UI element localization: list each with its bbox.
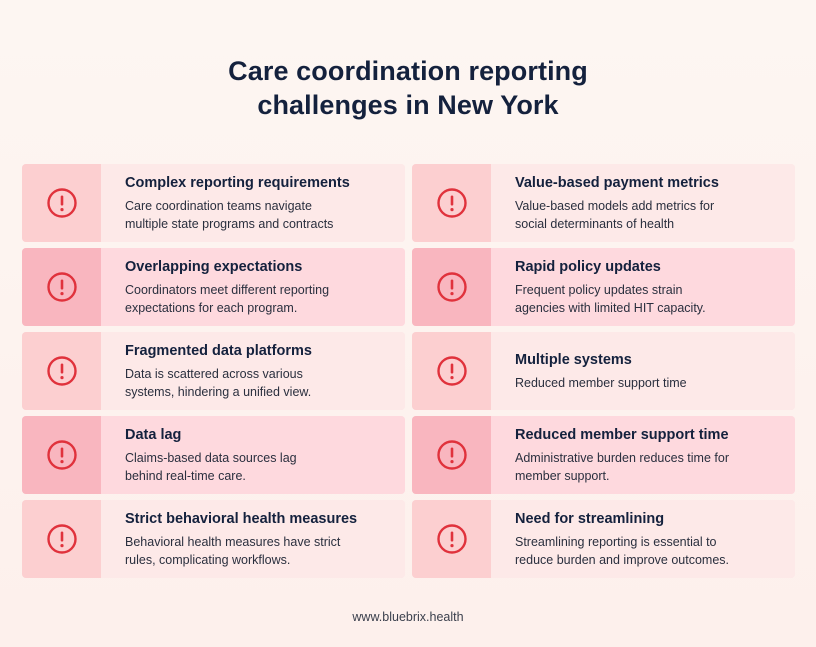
icon-panel — [22, 248, 101, 326]
card-description: Frequent policy updates strain agencies w… — [515, 281, 783, 317]
card-description: Coordinators meet different reporting exp… — [125, 281, 393, 317]
card-description-line: Claims-based data sources lag — [125, 450, 297, 465]
card-title: Rapid policy updates — [515, 258, 661, 275]
card-text: Reduced member support time Administrativ… — [491, 416, 795, 494]
challenge-card: Need for streamlining Streamlining report… — [412, 500, 795, 578]
icon-panel — [412, 248, 491, 326]
card-title: Overlapping expectations — [125, 258, 303, 275]
icon-panel — [412, 416, 491, 494]
challenge-card: Overlapping expectations Coordinators mee… — [22, 248, 405, 326]
alert-circle-icon — [436, 188, 467, 218]
title-line-1: Care coordination reporting — [228, 56, 588, 86]
card-description-line: systems, hindering a unified view. — [125, 384, 312, 399]
card-description-line: Care coordination teams navigate — [125, 198, 312, 213]
card-description-line: Frequent policy updates strain — [515, 282, 683, 297]
icon-panel — [412, 332, 491, 410]
card-text: Strict behavioral health measures Behavio… — [101, 500, 405, 578]
challenge-card: Value-based payment metrics Value-based m… — [412, 164, 795, 242]
card-title: Multiple systems — [515, 351, 632, 368]
card-description-line: multiple state programs and contracts — [125, 216, 334, 231]
challenges-grid: Complex reporting requirements Care coord… — [22, 164, 795, 578]
card-description: Administrative burden reduces time for me… — [515, 449, 783, 485]
card-title: Complex reporting requirements — [125, 174, 350, 191]
card-description: Behavioral health measures have strict ru… — [125, 533, 393, 569]
card-description-line: Streamlining reporting is essential to — [515, 534, 717, 549]
card-title: Strict behavioral health measures — [125, 510, 358, 527]
card-text: Overlapping expectations Coordinators mee… — [101, 248, 405, 326]
icon-panel — [22, 164, 101, 242]
card-text: Data lag Claims-based data sources lag beh… — [101, 416, 405, 494]
icon-panel — [22, 332, 101, 410]
card-description-line: member support. — [515, 468, 610, 483]
icon-panel — [22, 500, 101, 578]
alert-circle-icon — [46, 272, 77, 302]
alert-circle-icon — [46, 440, 77, 470]
card-text: Fragmented data platforms Data is scatter… — [101, 332, 405, 410]
card-description-line: Coordinators meet different reporting — [125, 282, 330, 297]
card-description-line: social determinants of health — [515, 216, 675, 231]
card-text: Multiple systems Reduced member support t… — [491, 332, 795, 410]
challenge-card: Fragmented data platforms Data is scatter… — [22, 332, 405, 410]
card-description-line: Data is scattered across various — [125, 366, 303, 381]
challenge-card: Reduced member support time Administrativ… — [412, 416, 795, 494]
card-description: Claims-based data sources lag behind real… — [125, 449, 393, 485]
alert-circle-icon — [436, 524, 467, 554]
card-description: Care coordination teams navigate multiple… — [125, 197, 393, 233]
card-title: Fragmented data platforms — [125, 342, 312, 359]
alert-circle-icon — [436, 272, 467, 302]
card-title: Value-based payment metrics — [515, 174, 719, 191]
card-description: Streamlining reporting is essential to re… — [515, 533, 783, 569]
challenge-card: Complex reporting requirements Care coord… — [22, 164, 405, 242]
card-text: Value-based payment metrics Value-based m… — [491, 164, 795, 242]
title-line-2: challenges in New York — [257, 90, 559, 120]
card-description-line: reduce burden and improve outcomes. — [515, 552, 730, 567]
card-text: Rapid policy updates Frequent policy upda… — [491, 248, 795, 326]
icon-panel — [22, 416, 101, 494]
card-description-line: Administrative burden reduces time for — [515, 450, 729, 465]
card-description: Data is scattered across various systems,… — [125, 365, 393, 401]
challenge-card: Strict behavioral health measures Behavio… — [22, 500, 405, 578]
card-description-line: Reduced member support time — [515, 375, 687, 390]
card-description-line: behind real-time care. — [125, 468, 246, 483]
icon-panel — [412, 500, 491, 578]
challenge-card: Rapid policy updates Frequent policy upda… — [412, 248, 795, 326]
page-title: Care coordination reporting challenges i… — [0, 54, 816, 122]
card-description-line: agencies with limited HIT capacity. — [515, 300, 706, 315]
card-description-line: rules, complicating workflows. — [125, 552, 291, 567]
card-description: Reduced member support time — [515, 374, 783, 392]
card-title: Data lag — [125, 426, 182, 443]
card-title: Reduced member support time — [515, 426, 729, 443]
challenge-card: Data lag Claims-based data sources lag beh… — [22, 416, 405, 494]
icon-panel — [412, 164, 491, 242]
alert-circle-icon — [436, 440, 467, 470]
card-title: Need for streamlining — [515, 510, 665, 527]
card-description-line: expectations for each program. — [125, 300, 298, 315]
footer-url: www.bluebrix.health — [352, 610, 464, 624]
alert-circle-icon — [46, 524, 77, 554]
card-text: Need for streamlining Streamlining report… — [491, 500, 795, 578]
alert-circle-icon — [46, 188, 77, 218]
card-description: Value-based models add metrics for social… — [515, 197, 783, 233]
challenge-card: Multiple systems Reduced member support t… — [412, 332, 795, 410]
card-text: Complex reporting requirements Care coord… — [101, 164, 405, 242]
alert-circle-icon — [46, 356, 77, 386]
card-description-line: Value-based models add metrics for — [515, 198, 715, 213]
alert-circle-icon — [436, 356, 467, 386]
card-description-line: Behavioral health measures have strict — [125, 534, 341, 549]
